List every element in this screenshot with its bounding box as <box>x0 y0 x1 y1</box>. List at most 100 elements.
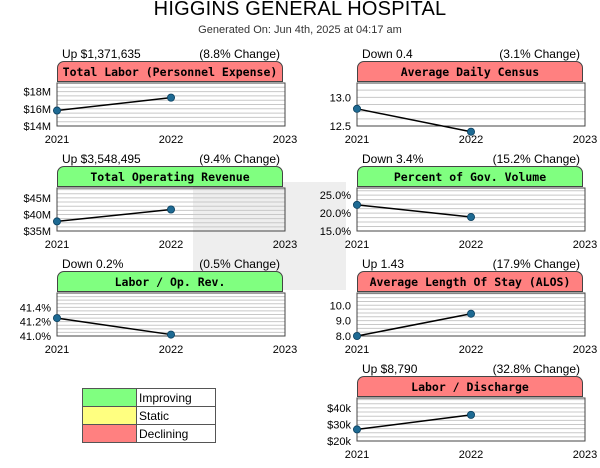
x-tick-label: 2022 <box>459 134 483 146</box>
x-tick-label: 2022 <box>459 449 483 461</box>
series-line <box>356 204 472 218</box>
y-tick-label: 41.2% <box>20 317 51 329</box>
data-point <box>353 425 362 434</box>
y-tick-label: $30k <box>327 419 351 431</box>
x-tick-label: 2023 <box>273 134 297 146</box>
report-title: HIGGINS GENERAL HOSPITAL <box>153 0 447 20</box>
data-point <box>166 205 175 214</box>
x-tick-label: 2021 <box>45 344 69 356</box>
metric-title-tab: Average Daily Census <box>357 61 583 82</box>
x-tick-label: 2023 <box>273 239 297 251</box>
metric-title-tab: Labor / Op. Rev. <box>57 271 283 292</box>
y-tick-label: $40M <box>23 209 51 221</box>
data-point <box>466 127 475 136</box>
change-percent: (32.8% Change) <box>492 362 580 376</box>
x-tick-label: 2022 <box>459 344 483 356</box>
change-percent: (15.2% Change) <box>492 152 580 166</box>
change-percent: (9.4% Change) <box>199 152 280 166</box>
metric-panel-alos: Up 1.43 (17.9% Change) Average Length Of… <box>300 257 600 363</box>
x-tick-label: 2023 <box>573 344 597 356</box>
x-tick-label: 2021 <box>345 239 369 251</box>
metric-title-tab: Percent of Gov. Volume <box>357 166 583 187</box>
legend-swatch-declining <box>82 424 137 443</box>
y-tick-label: 15.0% <box>320 226 351 238</box>
data-point <box>466 309 475 318</box>
y-tick-label: $40k <box>327 403 351 415</box>
x-tick-label: 2023 <box>573 449 597 461</box>
legend-row-improving: Improving <box>82 388 216 407</box>
metric-title-tab: Total Labor (Personnel Expense) <box>57 61 283 82</box>
legend-label: Declining <box>136 424 216 443</box>
data-point <box>166 330 175 339</box>
x-tick-label: 2022 <box>459 239 483 251</box>
line-chart: $20k $30k $40k 2021 2022 2023 <box>327 397 597 461</box>
plot-frame <box>56 82 286 127</box>
plot-frame <box>356 187 586 232</box>
generated-timestamp: Generated On: Jun 4th, 2025 at 04:17 am <box>198 24 402 36</box>
line-chart: 41.0% 41.2% 41.4% 2021 2022 2023 <box>20 292 297 356</box>
x-tick-label: 2021 <box>345 344 369 356</box>
metric-panel-average-daily-census: Down 0.4 (3.1% Change) Average Daily Cen… <box>300 47 600 153</box>
x-tick-label: 2023 <box>573 134 597 146</box>
y-tick-label: $35M <box>23 226 51 238</box>
data-point <box>466 410 475 419</box>
legend-label: Improving <box>136 388 216 407</box>
series-line <box>56 208 172 223</box>
status-legend: Improving Static Declining <box>82 388 216 443</box>
data-point <box>466 213 475 222</box>
metric-panel-percent-gov-volume: Down 3.4% (15.2% Change) Percent of Gov.… <box>300 152 600 258</box>
change-amount: Down 3.4% <box>362 152 424 166</box>
legend-swatch-static <box>82 406 137 425</box>
change-amount: Up $1,371,635 <box>62 47 141 61</box>
plot-frame <box>356 82 586 127</box>
y-tick-label: 12.5 <box>330 121 351 133</box>
change-percent: (3.1% Change) <box>499 47 580 61</box>
change-amount: Down 0.2% <box>62 257 124 271</box>
x-tick-label: 2022 <box>159 344 183 356</box>
change-percent: (17.9% Change) <box>492 257 580 271</box>
x-tick-label: 2021 <box>345 134 369 146</box>
change-amount: Up $3,548,495 <box>62 152 141 166</box>
x-tick-label: 2023 <box>573 239 597 251</box>
y-tick-label: 41.4% <box>20 302 51 314</box>
y-tick-label: 41.0% <box>20 331 51 343</box>
series-line <box>356 312 472 337</box>
metric-panel-total-labor: Up $1,371,635 (8.8% Change) Total Labor … <box>0 47 300 153</box>
data-point <box>53 106 62 115</box>
x-tick-label: 2021 <box>345 449 369 461</box>
change-percent: (0.5% Change) <box>199 257 280 271</box>
plot-frame <box>356 292 586 337</box>
plot-frame <box>56 187 286 232</box>
y-tick-label: $20k <box>327 436 351 448</box>
line-chart: 15.0% 20.0% 25.0% 2021 2022 2023 <box>320 187 597 251</box>
y-tick-label: 13.0 <box>330 92 351 104</box>
y-tick-label: 10.0 <box>330 300 351 312</box>
y-tick-label: 25.0% <box>320 190 351 202</box>
line-chart: 12.5 13.0 2021 2022 2023 <box>330 82 597 146</box>
y-tick-label: $14M <box>23 121 51 133</box>
data-point <box>353 332 362 341</box>
series-line <box>356 108 472 133</box>
line-chart: $14M $16M $18M 2021 2022 2023 <box>23 82 297 146</box>
y-tick-label: 20.0% <box>320 208 351 220</box>
legend-row-declining: Declining <box>82 424 216 443</box>
x-tick-label: 2022 <box>159 134 183 146</box>
y-tick-label: 8.0 <box>336 331 351 343</box>
legend-label: Static <box>136 406 216 425</box>
change-amount: Up $8,790 <box>362 362 418 376</box>
data-point <box>353 104 362 113</box>
x-tick-label: 2021 <box>45 239 69 251</box>
metric-panel-labor-per-discharge: Up $8,790 (32.8% Change) Labor / Dischar… <box>300 362 600 468</box>
y-tick-label: $18M <box>23 87 51 99</box>
series-line <box>56 317 172 336</box>
metric-title-tab: Labor / Discharge <box>357 376 583 397</box>
x-tick-label: 2021 <box>45 134 69 146</box>
data-point <box>53 314 62 323</box>
data-point <box>353 200 362 209</box>
legend-row-static: Static <box>82 406 216 425</box>
metric-title-tab: Total Operating Revenue <box>57 166 283 187</box>
change-amount: Up 1.43 <box>362 257 405 271</box>
y-tick-label: 9.0 <box>336 316 351 328</box>
line-chart: 8.0 9.0 10.0 2021 2022 2023 <box>330 292 597 356</box>
series-line <box>56 96 172 112</box>
